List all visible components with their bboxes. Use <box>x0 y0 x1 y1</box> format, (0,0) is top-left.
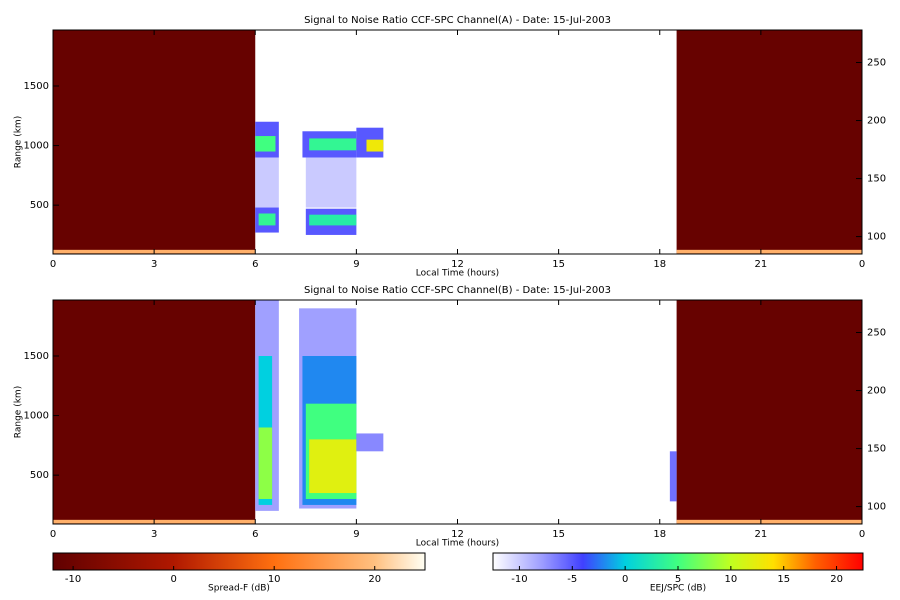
heat-cell <box>305 157 357 208</box>
x-tick-label: 9 <box>353 529 359 540</box>
y-tick-label: 500 <box>30 470 49 481</box>
y2-tick-label: 150 <box>867 444 886 455</box>
colorbar-tick-label: -10 <box>511 574 527 585</box>
colorbar-tick-label: 0 <box>170 574 176 585</box>
y-axis-label: Range (km) <box>14 116 24 168</box>
y-tick-label: 1000 <box>24 141 49 152</box>
x-tick-label: 9 <box>353 259 359 270</box>
y-axis-label: Range (km) <box>14 386 24 438</box>
colorbar-tick-label: 20 <box>830 574 843 585</box>
colorbar <box>52 552 426 571</box>
x-tick-label: 12 <box>451 529 464 540</box>
heat-cell <box>676 249 862 254</box>
heat-cell <box>255 136 276 152</box>
x-tick-label: 21 <box>755 259 768 270</box>
x-tick-label: 15 <box>552 529 565 540</box>
heat-cell <box>309 439 357 494</box>
y2-tick-label: 200 <box>867 386 886 397</box>
heat-cell <box>258 213 276 226</box>
y2-tick-label: 100 <box>867 502 886 513</box>
heat-cell <box>676 300 862 524</box>
x-tick-label: 18 <box>653 259 666 270</box>
x-tick-label: 0 <box>859 529 865 540</box>
colorbar-tick-label: 10 <box>268 574 281 585</box>
y-tick-label: 500 <box>30 200 49 211</box>
heat-cell <box>366 139 384 152</box>
heat-cell <box>309 214 357 226</box>
colorbar-tick-label: 10 <box>724 574 737 585</box>
y2-tick-label: 250 <box>867 327 886 338</box>
x-tick-label: 3 <box>151 529 157 540</box>
colorbar-tick-label: 5 <box>675 574 681 585</box>
y-tick-label: 1500 <box>24 81 49 92</box>
chart-title: Signal to Noise Ratio CCF-SPC Channel(A)… <box>304 15 611 26</box>
colorbar-tick-label: -10 <box>65 574 81 585</box>
y-tick-label: 1500 <box>24 351 49 362</box>
colorbar-tick-label: 15 <box>777 574 790 585</box>
x-tick-label: 0 <box>50 259 56 270</box>
x-axis-label: Local Time (hours) <box>416 269 499 279</box>
heat-cell <box>356 433 384 452</box>
heat-cell <box>255 157 279 208</box>
heat-cell <box>53 300 256 524</box>
x-tick-label: 6 <box>252 259 258 270</box>
heat-cell <box>53 30 256 254</box>
y-tick-label: 1000 <box>24 411 49 422</box>
x-tick-label: 0 <box>50 529 56 540</box>
x-tick-label: 3 <box>151 259 157 270</box>
x-tick-label: 21 <box>755 529 768 540</box>
x-tick-label: 0 <box>859 259 865 270</box>
colorbar-tick-label: -5 <box>567 574 577 585</box>
heat-cell <box>309 138 357 151</box>
x-tick-label: 15 <box>552 259 565 270</box>
colorbar-label: EEJ/SPC (dB) <box>650 584 706 594</box>
heat-cell <box>676 519 862 524</box>
heat-cell <box>676 30 862 254</box>
chart-title: Signal to Noise Ratio CCF-SPC Channel(B)… <box>304 285 611 296</box>
x-tick-label: 12 <box>451 259 464 270</box>
y2-tick-label: 200 <box>867 116 886 127</box>
heat-cell <box>258 427 273 499</box>
heat-cell <box>669 451 677 502</box>
colorbar-tick-label: 0 <box>622 574 628 585</box>
x-tick-label: 18 <box>653 529 666 540</box>
y2-tick-label: 250 <box>867 57 886 68</box>
y2-tick-label: 150 <box>867 174 886 185</box>
x-axis-label: Local Time (hours) <box>416 539 499 549</box>
x-tick-label: 6 <box>252 529 258 540</box>
y2-tick-label: 100 <box>867 232 886 243</box>
colorbar-tick-label: 20 <box>368 574 381 585</box>
colorbar-label: Spread-F (dB) <box>208 584 270 594</box>
